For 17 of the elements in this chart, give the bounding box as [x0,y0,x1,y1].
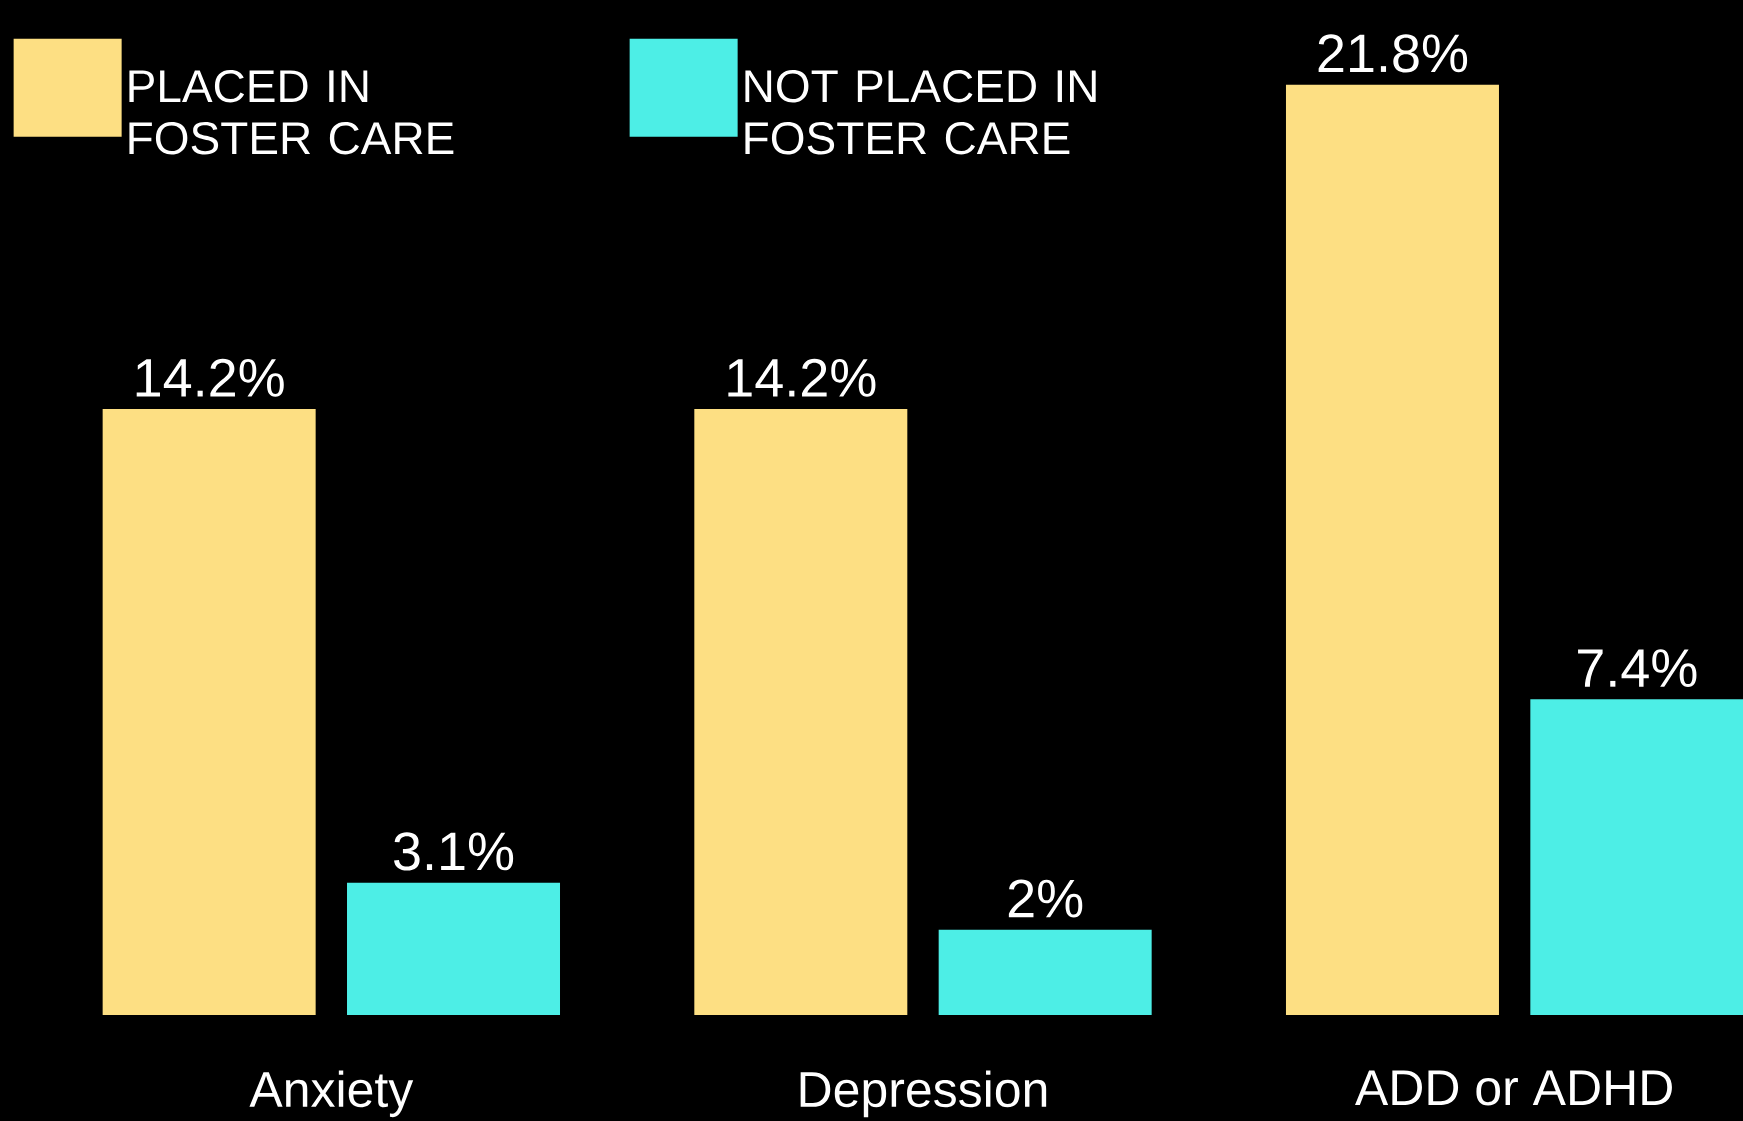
x-tick-label: Anxiety [249,1070,414,1118]
data-label: 21.8% [1318,34,1468,73]
legend-label: NOT PLACED IN FOSTER CARE [745,69,1096,155]
data-label: 2% [1008,879,1083,918]
data-label: 3.1% [394,832,514,871]
bar [1530,699,1743,1015]
x-tick-label: ADD or ADHD [1355,1070,1672,1106]
data-label: 14.2% [728,358,876,397]
x-tick-label: Depression [800,1070,1047,1118]
data-label: 7.4% [1578,649,1697,687]
bar [694,409,908,1015]
bar [347,882,561,1015]
data-label: 14.2% [136,358,284,397]
bar [938,929,1152,1015]
legend-label: PLACED IN FOSTER CARE [129,69,454,155]
bar [1285,84,1499,1015]
bar [102,409,316,1015]
